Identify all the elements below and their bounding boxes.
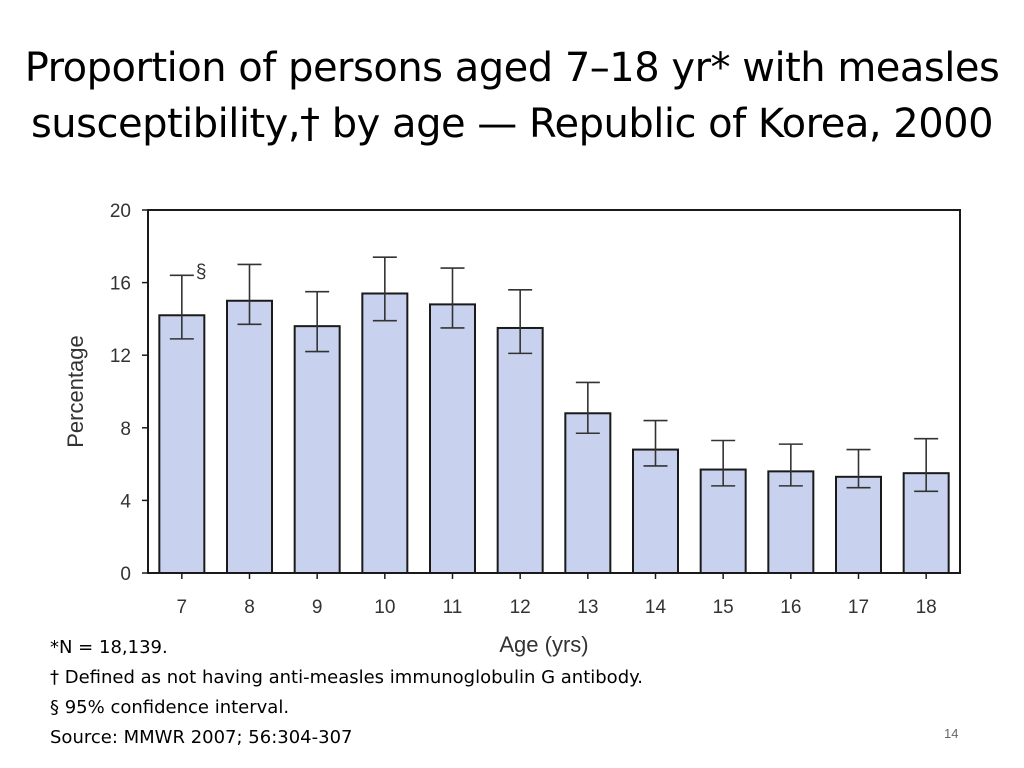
error-bar-age-8	[237, 263, 262, 326]
error-bar-age-9	[305, 290, 330, 353]
footnote-source: Source: MMWR 2007; 56:304-307	[50, 727, 353, 748]
error-bar-age-7	[169, 274, 194, 340]
x-tick-label-17: 17	[848, 597, 869, 618]
slide-title: Proportion of persons aged 7–18 yr* with…	[0, 40, 1024, 152]
bar-age-16	[767, 470, 815, 574]
y-tick-label-0: 0	[120, 564, 131, 585]
y-axis-title: Percentage	[63, 335, 88, 448]
x-axis-title: Age (yrs)	[499, 632, 588, 657]
footnotes: *N = 18,139. † Defined as not having ant…	[50, 633, 643, 753]
bar-age-14	[632, 448, 679, 574]
bar-age-13	[564, 412, 612, 574]
footnote-definition: † Defined as not having anti-measles imm…	[50, 667, 643, 688]
bar-age-10	[361, 292, 409, 574]
bar-age-8	[226, 299, 273, 574]
footnote-ci: § 95% confidence interval.	[50, 697, 290, 718]
y-axis-ticks: 0 4 8 12 16 20	[110, 201, 148, 585]
error-bar-age-18	[914, 437, 939, 493]
x-tick-label-15: 15	[713, 597, 734, 618]
x-tick-label-18: 18	[916, 597, 937, 618]
bars-layer	[158, 292, 950, 575]
slide-title-line-1: Proportion of persons aged 7–18 yr* with…	[24, 45, 1000, 91]
x-axis-ticks: 7 8 9 10 11 12 13 14 15 16 17 18	[177, 573, 937, 618]
bar-age-11	[429, 303, 476, 574]
footnote-n: *N = 18,139.	[50, 637, 168, 658]
error-bar-age-15	[711, 439, 736, 487]
y-tick-label-16: 16	[110, 274, 131, 295]
bar-age-12	[496, 326, 544, 574]
x-tick-label-8: 8	[244, 597, 255, 618]
y-tick-label-4: 4	[120, 491, 131, 512]
error-bar-age-13	[575, 381, 600, 435]
x-tick-label-16: 16	[780, 597, 801, 618]
slide-title-line-2: susceptibility,† by age — Republic of Ko…	[30, 101, 994, 147]
y-tick-label-12: 12	[110, 346, 131, 367]
y-tick-label-8: 8	[120, 419, 131, 440]
error-bar-age-10	[372, 256, 397, 322]
error-bar-age-14	[643, 419, 668, 467]
error-bars-layer	[169, 256, 939, 493]
bar-age-17	[835, 475, 882, 574]
y-tick-label-20: 20	[110, 201, 131, 222]
x-tick-label-10: 10	[374, 597, 395, 618]
x-tick-label-13: 13	[577, 597, 598, 618]
bar-age-9	[293, 325, 341, 574]
page-number: 14	[944, 726, 959, 741]
plot-frame	[147, 209, 961, 574]
x-tick-label-7: 7	[177, 597, 188, 618]
x-tick-label-12: 12	[510, 597, 531, 618]
x-tick-label-11: 11	[443, 597, 463, 618]
ci-annotation-mark: §	[196, 261, 207, 282]
x-tick-label-9: 9	[312, 597, 323, 618]
error-bar-age-11	[440, 267, 465, 329]
bar-age-7	[158, 314, 206, 574]
error-bar-age-16	[778, 443, 803, 487]
x-tick-label-14: 14	[645, 597, 667, 618]
error-bar-age-12	[508, 289, 533, 355]
error-bar-age-17	[846, 448, 871, 489]
